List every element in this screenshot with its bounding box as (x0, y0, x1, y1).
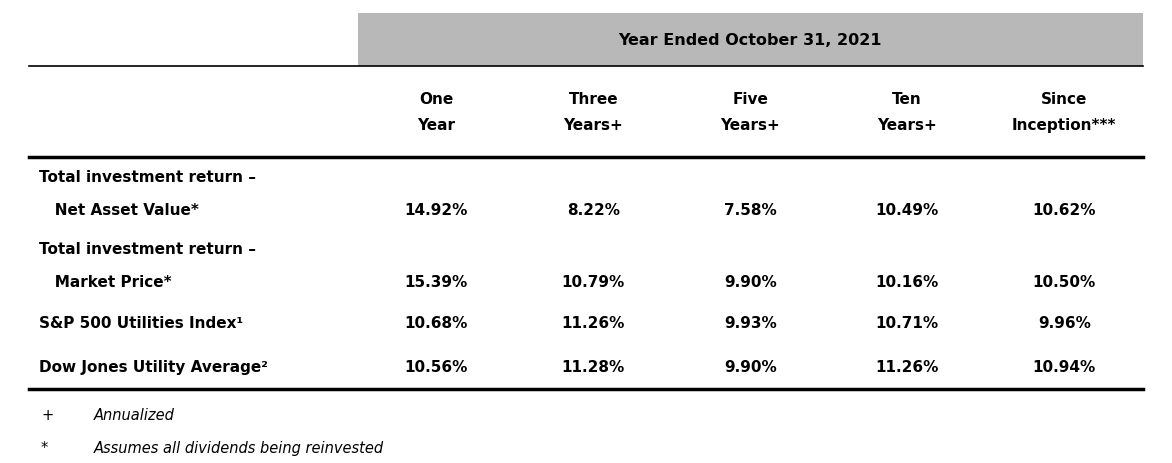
Text: Year: Year (417, 118, 455, 132)
Text: 10.16%: 10.16% (875, 274, 939, 289)
Text: 10.79%: 10.79% (561, 274, 625, 289)
Text: 7.58%: 7.58% (724, 202, 777, 217)
Text: 10.71%: 10.71% (875, 315, 939, 331)
Text: 9.90%: 9.90% (724, 274, 777, 289)
Text: S&P 500 Utilities Index¹: S&P 500 Utilities Index¹ (39, 315, 243, 331)
Text: 10.68%: 10.68% (404, 315, 468, 331)
Text: +: + (41, 407, 53, 422)
Text: 9.93%: 9.93% (724, 315, 777, 331)
Text: 9.96%: 9.96% (1037, 315, 1091, 331)
Text: 10.62%: 10.62% (1033, 202, 1096, 217)
Text: Dow Jones Utility Average²: Dow Jones Utility Average² (39, 359, 267, 375)
Text: Total investment return –: Total investment return – (39, 169, 255, 184)
Text: 9.90%: 9.90% (724, 359, 777, 375)
Text: 14.92%: 14.92% (404, 202, 468, 217)
Text: 8.22%: 8.22% (567, 202, 620, 217)
Text: 11.26%: 11.26% (561, 315, 625, 331)
Text: 11.28%: 11.28% (561, 359, 625, 375)
Text: Net Asset Value*: Net Asset Value* (39, 202, 198, 217)
Text: Since: Since (1041, 92, 1088, 107)
Text: Five: Five (732, 92, 768, 107)
Text: Three: Three (568, 92, 618, 107)
Text: 10.94%: 10.94% (1033, 359, 1096, 375)
Text: Years+: Years+ (878, 118, 938, 132)
Text: 10.49%: 10.49% (875, 202, 939, 217)
Text: Annualized: Annualized (94, 407, 175, 422)
Text: One: One (420, 92, 454, 107)
Text: 10.50%: 10.50% (1033, 274, 1096, 289)
Text: Market Price*: Market Price* (39, 274, 171, 289)
Text: 15.39%: 15.39% (404, 274, 468, 289)
Text: Assumes all dividends being reinvested: Assumes all dividends being reinvested (94, 440, 384, 455)
Text: Year Ended October 31, 2021: Year Ended October 31, 2021 (619, 33, 883, 48)
Text: Years+: Years+ (721, 118, 781, 132)
Text: 10.56%: 10.56% (404, 359, 468, 375)
Text: 11.26%: 11.26% (875, 359, 939, 375)
Text: Years+: Years+ (564, 118, 624, 132)
Text: Inception***: Inception*** (1011, 118, 1117, 132)
Text: Ten: Ten (892, 92, 922, 107)
Text: *: * (41, 440, 48, 455)
Text: Total investment return –: Total investment return – (39, 241, 255, 256)
